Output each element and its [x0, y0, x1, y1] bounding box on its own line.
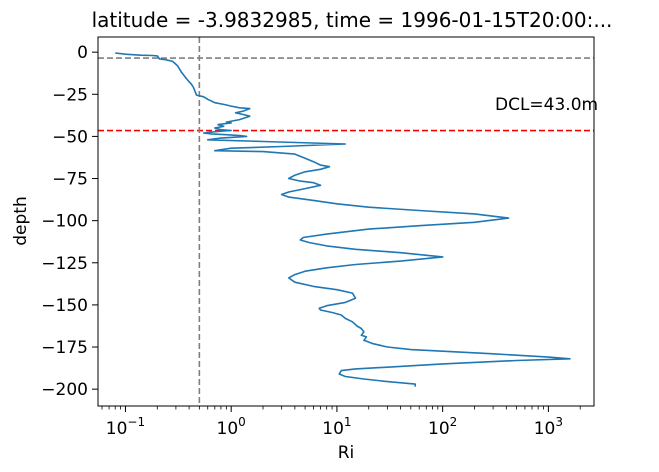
y-tick-label: −125 — [41, 254, 88, 274]
y-tick-label: −50 — [52, 127, 88, 147]
x-tick-label: 10−1 — [106, 415, 145, 439]
chart-title: latitude = -3.9832985, time = 1996-01-15… — [92, 8, 613, 32]
y-tick-label: −150 — [41, 296, 88, 316]
x-tick-label: 102 — [428, 415, 457, 439]
x-axis-label: Ri — [338, 443, 355, 463]
plot-area: DCL=43.0m — [97, 36, 598, 407]
y-tick-label: −200 — [41, 380, 88, 400]
series-line — [115, 52, 571, 387]
y-tick-label: −75 — [52, 170, 88, 190]
x-tick-label: 100 — [217, 415, 246, 439]
x-tick-label: 103 — [534, 415, 563, 439]
y-axis: 0 −25 −50 −75 −100 −125 −150 −175 −200 — [41, 43, 98, 400]
reference-lines — [98, 37, 594, 406]
axes-background — [98, 37, 594, 406]
axes-frame — [97, 36, 595, 407]
y-tick-label: −175 — [41, 338, 88, 358]
y-tick-label: −100 — [41, 212, 88, 232]
y-tick-label: −25 — [52, 85, 88, 105]
y-tick-label: 0 — [77, 43, 88, 63]
y-axis-label: depth — [11, 196, 31, 245]
x-tick-label: 101 — [322, 415, 351, 439]
x-axis: 10−1 100 101 102 103 — [101, 406, 581, 439]
dcl-annotation: DCL=43.0m — [495, 95, 598, 115]
